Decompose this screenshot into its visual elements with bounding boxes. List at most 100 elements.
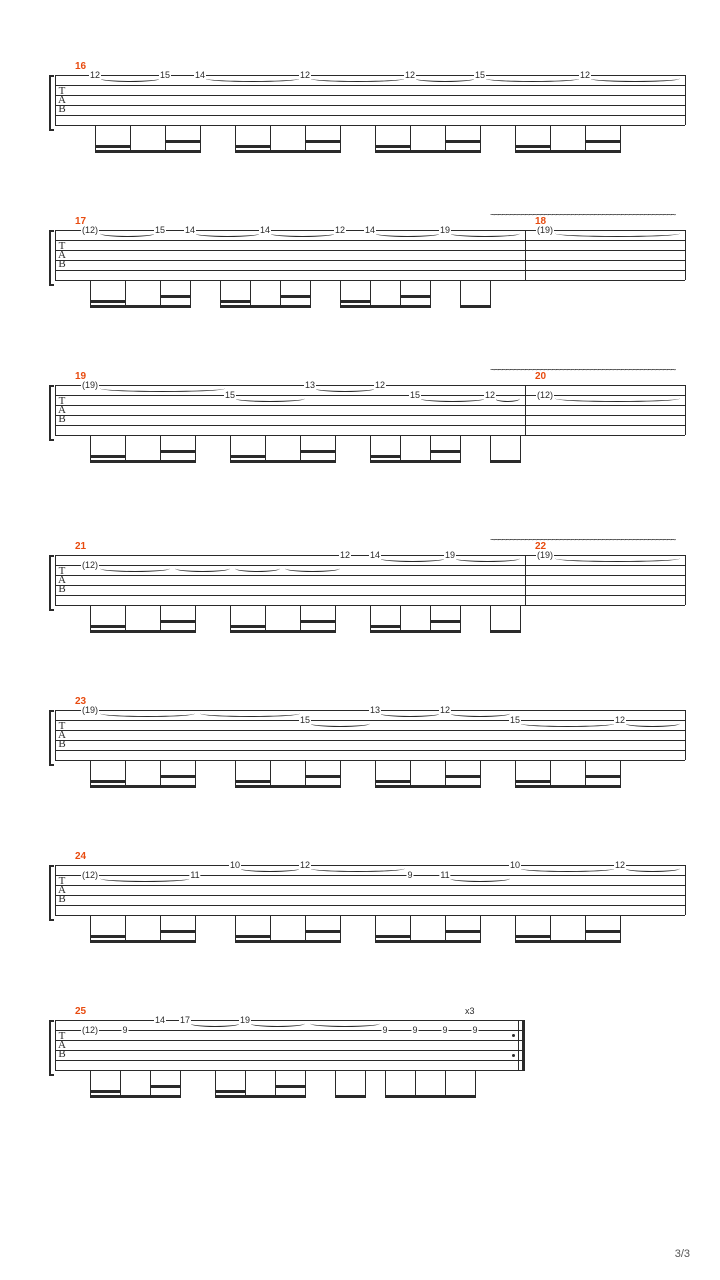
note-stem — [245, 1070, 246, 1098]
tie — [240, 865, 300, 872]
note-stem — [490, 280, 491, 308]
tie — [310, 720, 370, 727]
tie — [310, 1020, 380, 1027]
note-stem — [515, 915, 516, 943]
beam — [370, 460, 461, 463]
staff-line — [55, 105, 685, 106]
beam — [445, 775, 481, 778]
note-stem — [370, 435, 371, 463]
beam — [375, 935, 411, 938]
beam — [375, 150, 481, 153]
note-stem — [195, 760, 196, 788]
tie — [200, 710, 300, 717]
staff-line — [55, 730, 685, 731]
note-stem — [125, 435, 126, 463]
fret-number: 15 — [299, 716, 311, 725]
barline — [55, 1020, 56, 1070]
note-stem — [160, 760, 161, 788]
fret-number: 15 — [509, 716, 521, 725]
note-stem — [275, 1070, 276, 1098]
page-number: 3/3 — [675, 1248, 690, 1260]
tie — [590, 75, 680, 82]
tab-page: TAB1612151412121512TAB1718~~~~~~~~~~~~~~… — [0, 0, 720, 1280]
fret-number: (12) — [81, 871, 99, 880]
beam — [305, 930, 341, 933]
beam — [235, 780, 271, 783]
note-stem — [265, 435, 266, 463]
note-stem — [165, 125, 166, 153]
note-stem — [480, 760, 481, 788]
staff-line — [55, 250, 685, 251]
note-stem — [270, 760, 271, 788]
fret-number: 10 — [509, 861, 521, 870]
note-stem — [160, 915, 161, 943]
note-stem — [490, 605, 491, 633]
barline — [685, 710, 686, 760]
tie — [100, 75, 160, 82]
staff-line — [55, 885, 685, 886]
barline — [55, 555, 56, 605]
note-stem — [95, 125, 96, 153]
note-stem — [480, 125, 481, 153]
fret-number: (12) — [81, 1026, 99, 1035]
beam — [90, 460, 196, 463]
fret-number: 9 — [381, 1026, 388, 1035]
note-stem — [620, 125, 621, 153]
tie — [380, 710, 440, 717]
barline — [55, 385, 56, 435]
note-stem — [280, 280, 281, 308]
beam — [280, 295, 311, 298]
beam — [220, 305, 311, 308]
staff-line — [55, 750, 685, 751]
tie — [250, 1020, 305, 1027]
tie — [555, 555, 680, 562]
beam — [515, 150, 621, 153]
note-stem — [515, 760, 516, 788]
note-stem — [125, 280, 126, 308]
note-stem — [305, 760, 306, 788]
tie — [520, 865, 615, 872]
note-stem — [515, 125, 516, 153]
staff-line — [55, 405, 685, 406]
beam — [375, 145, 411, 148]
beam — [515, 145, 551, 148]
barline — [685, 385, 686, 435]
beam — [490, 460, 521, 463]
note-stem — [305, 125, 306, 153]
staff-line — [55, 270, 685, 271]
tie — [450, 710, 510, 717]
system-bracket — [49, 385, 54, 441]
barline — [685, 75, 686, 125]
staff-line — [55, 125, 685, 126]
staff-line — [55, 585, 685, 586]
note-stem — [550, 125, 551, 153]
note-stem — [125, 605, 126, 633]
tie — [235, 565, 280, 572]
system-bracket — [49, 865, 54, 921]
fret-number: 12 — [299, 71, 311, 80]
fret-number: 19 — [444, 551, 456, 560]
fret-number: 12 — [439, 706, 451, 715]
tie — [175, 565, 230, 572]
staff-line — [55, 740, 685, 741]
fret-number: 15 — [409, 391, 421, 400]
note-stem — [305, 915, 306, 943]
beam — [370, 630, 461, 633]
measure-number: 25 — [75, 1006, 86, 1017]
beam — [300, 620, 336, 623]
fret-number: (19) — [536, 551, 554, 560]
tab-clef: TAB — [57, 87, 67, 114]
tie — [310, 75, 405, 82]
beam — [585, 930, 621, 933]
beam — [230, 625, 266, 628]
tie — [310, 865, 405, 872]
note-stem — [400, 435, 401, 463]
beam — [515, 785, 621, 788]
note-stem — [235, 125, 236, 153]
fret-number: 9 — [471, 1026, 478, 1035]
staff-line — [55, 1060, 525, 1061]
fret-number: 12 — [299, 861, 311, 870]
note-stem — [195, 915, 196, 943]
system-bracket — [49, 1020, 54, 1076]
fret-number: 12 — [484, 391, 496, 400]
